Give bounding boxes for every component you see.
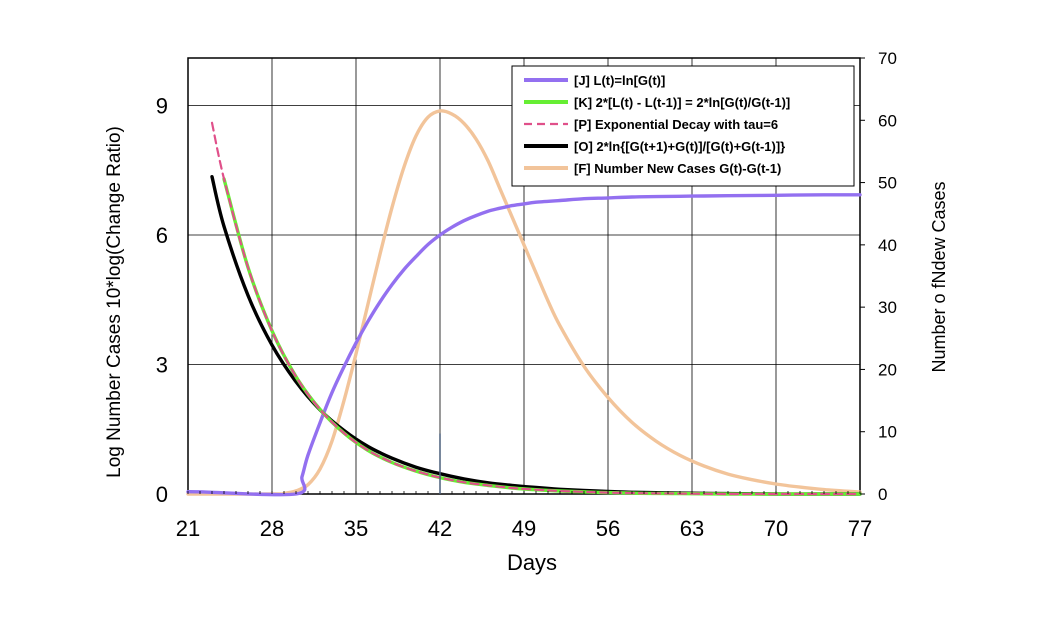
series-line-3 [210,175,862,496]
legend-label: [O] 2*ln{[G(t+1)+G(t)]/[G(t)+G(t-1)]} [574,139,785,154]
legend-label: [K] 2*[L(t) - L(t-1)] = 2*ln[G(t)/G(t-1)… [574,95,790,110]
x-tick-label: 35 [344,516,368,541]
y-right-tick-label: 30 [878,298,897,317]
series-line-1 [222,177,862,496]
y-left-tick-label: 3 [156,352,168,377]
y-right-tick-label: 0 [878,485,887,504]
y-right-tick-label: 70 [878,49,897,68]
x-tick-label: 63 [680,516,704,541]
y-left-tick-label: 6 [156,223,168,248]
x-tick-label: 42 [428,516,452,541]
y-right-tick-label: 50 [878,174,897,193]
x-tick-label: 77 [848,516,872,541]
y-left-tick-label: 9 [156,93,168,118]
y-left-axis-title: Log Number Cases 10*log(Change Ratio) [104,126,125,478]
series-lines [186,109,862,497]
x-axis-title: Days [507,550,557,575]
y-left-tick-label: 0 [156,482,168,507]
y-right-tick-label: 40 [878,236,897,255]
series-line-4 [186,109,862,496]
legend-label: [P] Exponential Decay with tau=6 [574,117,778,132]
legend: [J] L(t)=ln[G(t)] [K] 2*[L(t) - L(t-1)] =… [511,65,855,187]
y-right-tick-label: 10 [878,423,897,442]
legend-label: [J] L(t)=ln[G(t)] [574,73,665,88]
y-right-tick-label: 60 [878,111,897,130]
legend-box [511,65,855,187]
series-line-2 [210,121,862,496]
legend-label: [F] Number New Cases G(t)-G(t-1) [574,161,781,176]
x-tick-label: 28 [260,516,284,541]
y-right-tick-label: 20 [878,360,897,379]
axes: 21 28 35 42 49 56 63 70 77 0 3 6 9 0 10 20 30 40 50 60 70 Day… [104,49,949,575]
x-tick-label: 21 [176,516,200,541]
x-tick-label: 56 [596,516,620,541]
y-right-axis-title: Number o fNdew Cases [929,181,949,372]
x-tick-label: 49 [512,516,536,541]
x-tick-label: 70 [764,516,788,541]
